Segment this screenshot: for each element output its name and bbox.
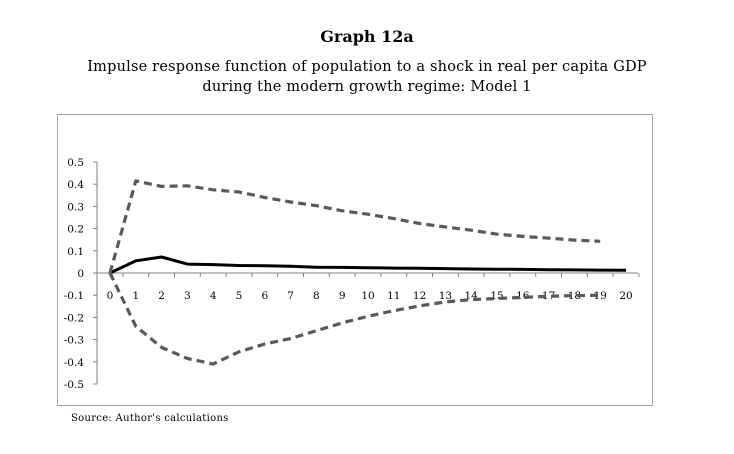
chart-title: Impulse response function of population … [0, 57, 734, 97]
y-tick-label: 0.4 [67, 179, 84, 191]
y-tick-label: -0.2 [64, 312, 84, 324]
plot-frame [57, 114, 653, 406]
x-tick-label: 17 [542, 290, 555, 302]
x-tick-label: 8 [313, 290, 320, 302]
graph-label: Graph 12a [320, 27, 414, 46]
x-tick-label: 0 [107, 290, 114, 302]
y-tick-label: 0.3 [67, 201, 84, 213]
x-tick-label: 9 [339, 290, 346, 302]
y-tick-label: 0 [77, 268, 84, 280]
y-tick-label: -0.1 [64, 290, 84, 302]
x-tick-label: 6 [261, 290, 268, 302]
chart-title-line-2: during the modern growth regime: Model 1 [202, 79, 532, 95]
x-tick-label: 3 [184, 290, 191, 302]
upper-bound-line [108, 179, 601, 274]
x-tick-label: 12 [413, 290, 426, 302]
y-tick-label: 0.1 [67, 246, 84, 258]
x-tick-label: 5 [236, 290, 243, 302]
x-tick-label: 11 [387, 290, 400, 302]
x-tick-label: 4 [210, 290, 217, 302]
y-tick-label: -0.4 [64, 357, 85, 369]
source-note: Source: Author's calculations [71, 413, 229, 424]
y-tick-label: 0.2 [67, 224, 84, 236]
y-tick-label: -0.5 [64, 379, 84, 391]
x-axis: 0 1 2 3 4 5 6 7 8 9 10 11 12 13 14 15 16 17 18 19 20 [97, 272, 640, 302]
y-axis: 0.5 0.4 0.3 0.2 0.1 0 -0.1 -0.2 -0.3 -0.4 -0.5 [64, 157, 98, 391]
x-tick-label: 18 [568, 290, 581, 302]
x-tick-label: 2 [158, 290, 165, 302]
x-tick-label: 20 [619, 290, 632, 302]
x-tick-label: 13 [439, 290, 452, 302]
chart-title-line-1: Impulse response function of population … [87, 59, 647, 75]
y-tick-label: -0.3 [64, 335, 84, 347]
x-tick-label: 7 [287, 290, 294, 302]
x-tick-label: 19 [594, 290, 607, 302]
x-tick-label: 1 [132, 290, 139, 302]
response-line [109, 255, 627, 275]
y-tick-label: 0.5 [67, 157, 84, 169]
x-tick-label: 10 [361, 290, 374, 302]
lower-bound-line [108, 272, 601, 366]
series-lines [108, 179, 627, 366]
